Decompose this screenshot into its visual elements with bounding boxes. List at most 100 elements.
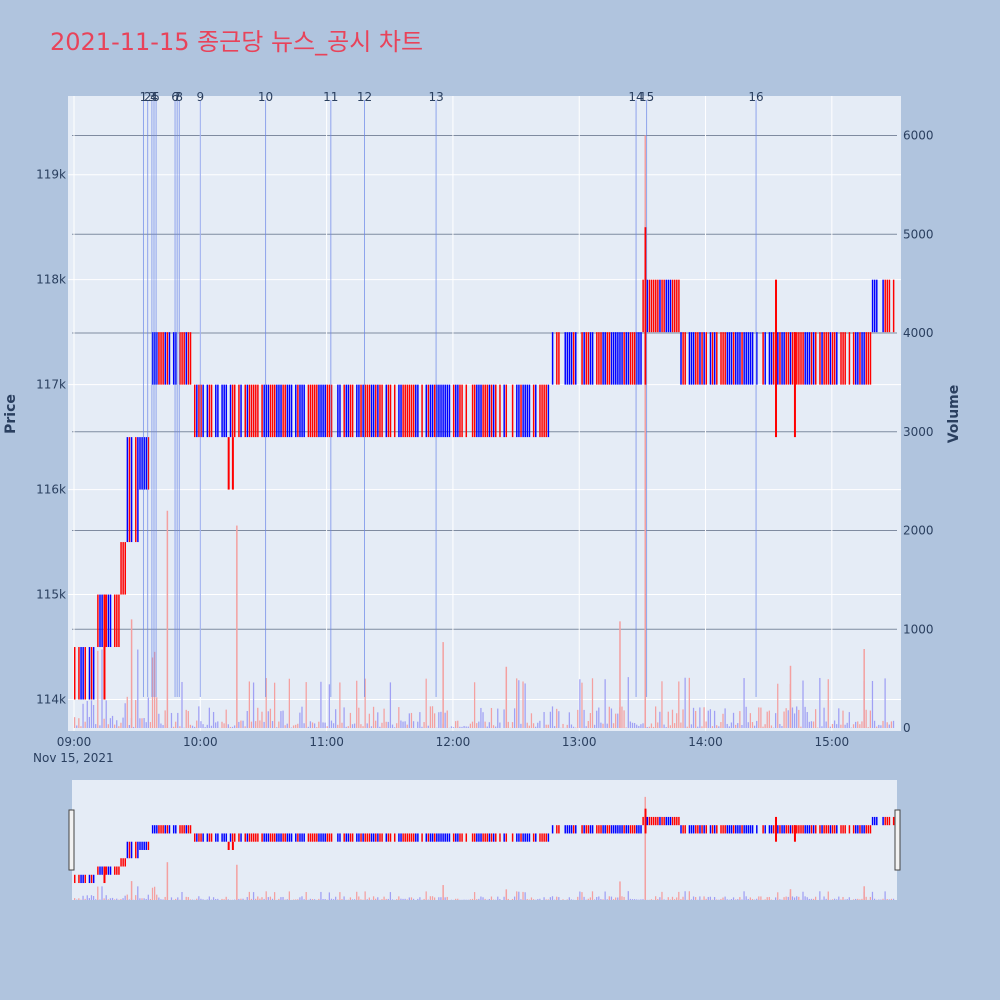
slider-price-candle: [113, 866, 116, 875]
slider-volume-bar: [612, 899, 615, 900]
volume-bar: [486, 726, 488, 728]
slider-volume-bar: [848, 897, 850, 900]
slider-volume-bar: [288, 891, 290, 900]
price-candle: [781, 332, 783, 385]
slider-price-candle: [244, 833, 246, 842]
volume-bar: [781, 726, 783, 728]
price-candle: [421, 384, 423, 438]
price-candle: [745, 332, 748, 385]
slider-price-candle: [703, 825, 705, 834]
price-candle: [503, 384, 505, 438]
volume-bar: [269, 708, 272, 728]
volume-bar: [480, 707, 482, 728]
volume-bar: [507, 721, 509, 728]
slider-price-candle: [141, 841, 143, 850]
slider-price-candle: [518, 833, 520, 842]
price-tick-label: 117k: [36, 378, 66, 392]
volume-bar: [322, 722, 324, 728]
price-candle: [288, 384, 291, 438]
slider-volume-spike: [442, 885, 444, 900]
slider-volume-bar: [606, 899, 608, 900]
volume-bar: [90, 700, 93, 728]
slider-price-candle: [697, 825, 699, 834]
price-candle: [118, 594, 120, 648]
event-label: 9: [196, 90, 204, 104]
slider-price-candle: [671, 816, 674, 826]
volume-bar: [522, 681, 524, 728]
volume-bar: [147, 697, 149, 728]
slider-price-candle: [206, 833, 209, 842]
volume-bar: [410, 712, 413, 728]
slider-price-candle: [646, 816, 649, 826]
range-slider-left-handle[interactable]: [68, 809, 75, 871]
price-candle: [665, 279, 668, 333]
volume-bar: [210, 725, 213, 728]
price-candle: [99, 594, 101, 648]
slider-price-candle: [825, 825, 828, 834]
slider-volume-bar: [433, 897, 436, 900]
price-candle: [791, 332, 794, 385]
price-candle: [124, 542, 126, 595]
volume-bar: [153, 651, 156, 728]
slider-price-candle: [118, 866, 120, 875]
slider-volume-bar: [120, 899, 122, 900]
price-candle: [871, 279, 874, 333]
price-candle: [518, 384, 520, 438]
volume-bar: [339, 682, 341, 728]
slider-price-candle: [861, 825, 863, 834]
slider-volume-spike: [644, 796, 646, 900]
slider-volume-bar: [455, 898, 457, 900]
volume-bar: [650, 723, 653, 728]
slider-price-candle: [480, 833, 482, 842]
event-label: 10: [258, 90, 273, 104]
slider-price-candle: [265, 833, 268, 842]
volume-bar: [88, 716, 90, 728]
slider-price-candle: [84, 874, 86, 884]
volume-bar: [671, 709, 674, 728]
slider-volume-bar: [431, 896, 434, 900]
range-slider-right-handle[interactable]: [894, 809, 901, 871]
volume-bar: [806, 712, 808, 728]
volume-bar: [627, 677, 629, 728]
price-candle: [737, 332, 739, 385]
volume-bar: [309, 721, 312, 728]
price-candle: [764, 332, 766, 385]
volume-bar: [499, 722, 501, 728]
volume-bar: [623, 710, 625, 728]
price-candle: [730, 332, 733, 385]
volume-bar: [263, 721, 265, 728]
slider-price-candle: [768, 825, 771, 834]
slider-volume-bar: [372, 896, 375, 900]
volume-bar: [646, 727, 648, 728]
price-candle: [164, 332, 166, 385]
volume-bar: [570, 724, 573, 728]
slider-volume-bar: [532, 899, 535, 900]
volume-bar: [301, 706, 303, 728]
price-candle: [855, 332, 857, 385]
price-candle: [139, 437, 141, 490]
price-candle: [130, 437, 133, 543]
slider-price-candle: [598, 825, 600, 834]
slider-price-candle: [779, 825, 781, 834]
price-spike: [793, 332, 796, 438]
volume-bar: [741, 725, 743, 728]
y-axis-right-title: Volume: [946, 385, 962, 444]
volume-bar: [793, 713, 796, 728]
slider-volume-bar: [756, 898, 758, 900]
price-candle: [833, 332, 836, 385]
volume-bar: [819, 677, 821, 728]
price-candle: [743, 332, 745, 385]
volume-bar: [726, 723, 728, 728]
slider-price-candle: [777, 825, 779, 834]
slider-volume-bar: [135, 895, 137, 900]
price-candle: [109, 594, 112, 648]
volume-bar: [101, 649, 103, 728]
event-label: 8: [175, 90, 183, 104]
volume-bar: [271, 721, 274, 728]
price-candle: [785, 332, 788, 385]
slider-price-candle: [90, 874, 93, 884]
volume-bar: [358, 707, 360, 728]
slider-price-candle: [377, 833, 379, 842]
slider-price-candle: [210, 833, 213, 842]
